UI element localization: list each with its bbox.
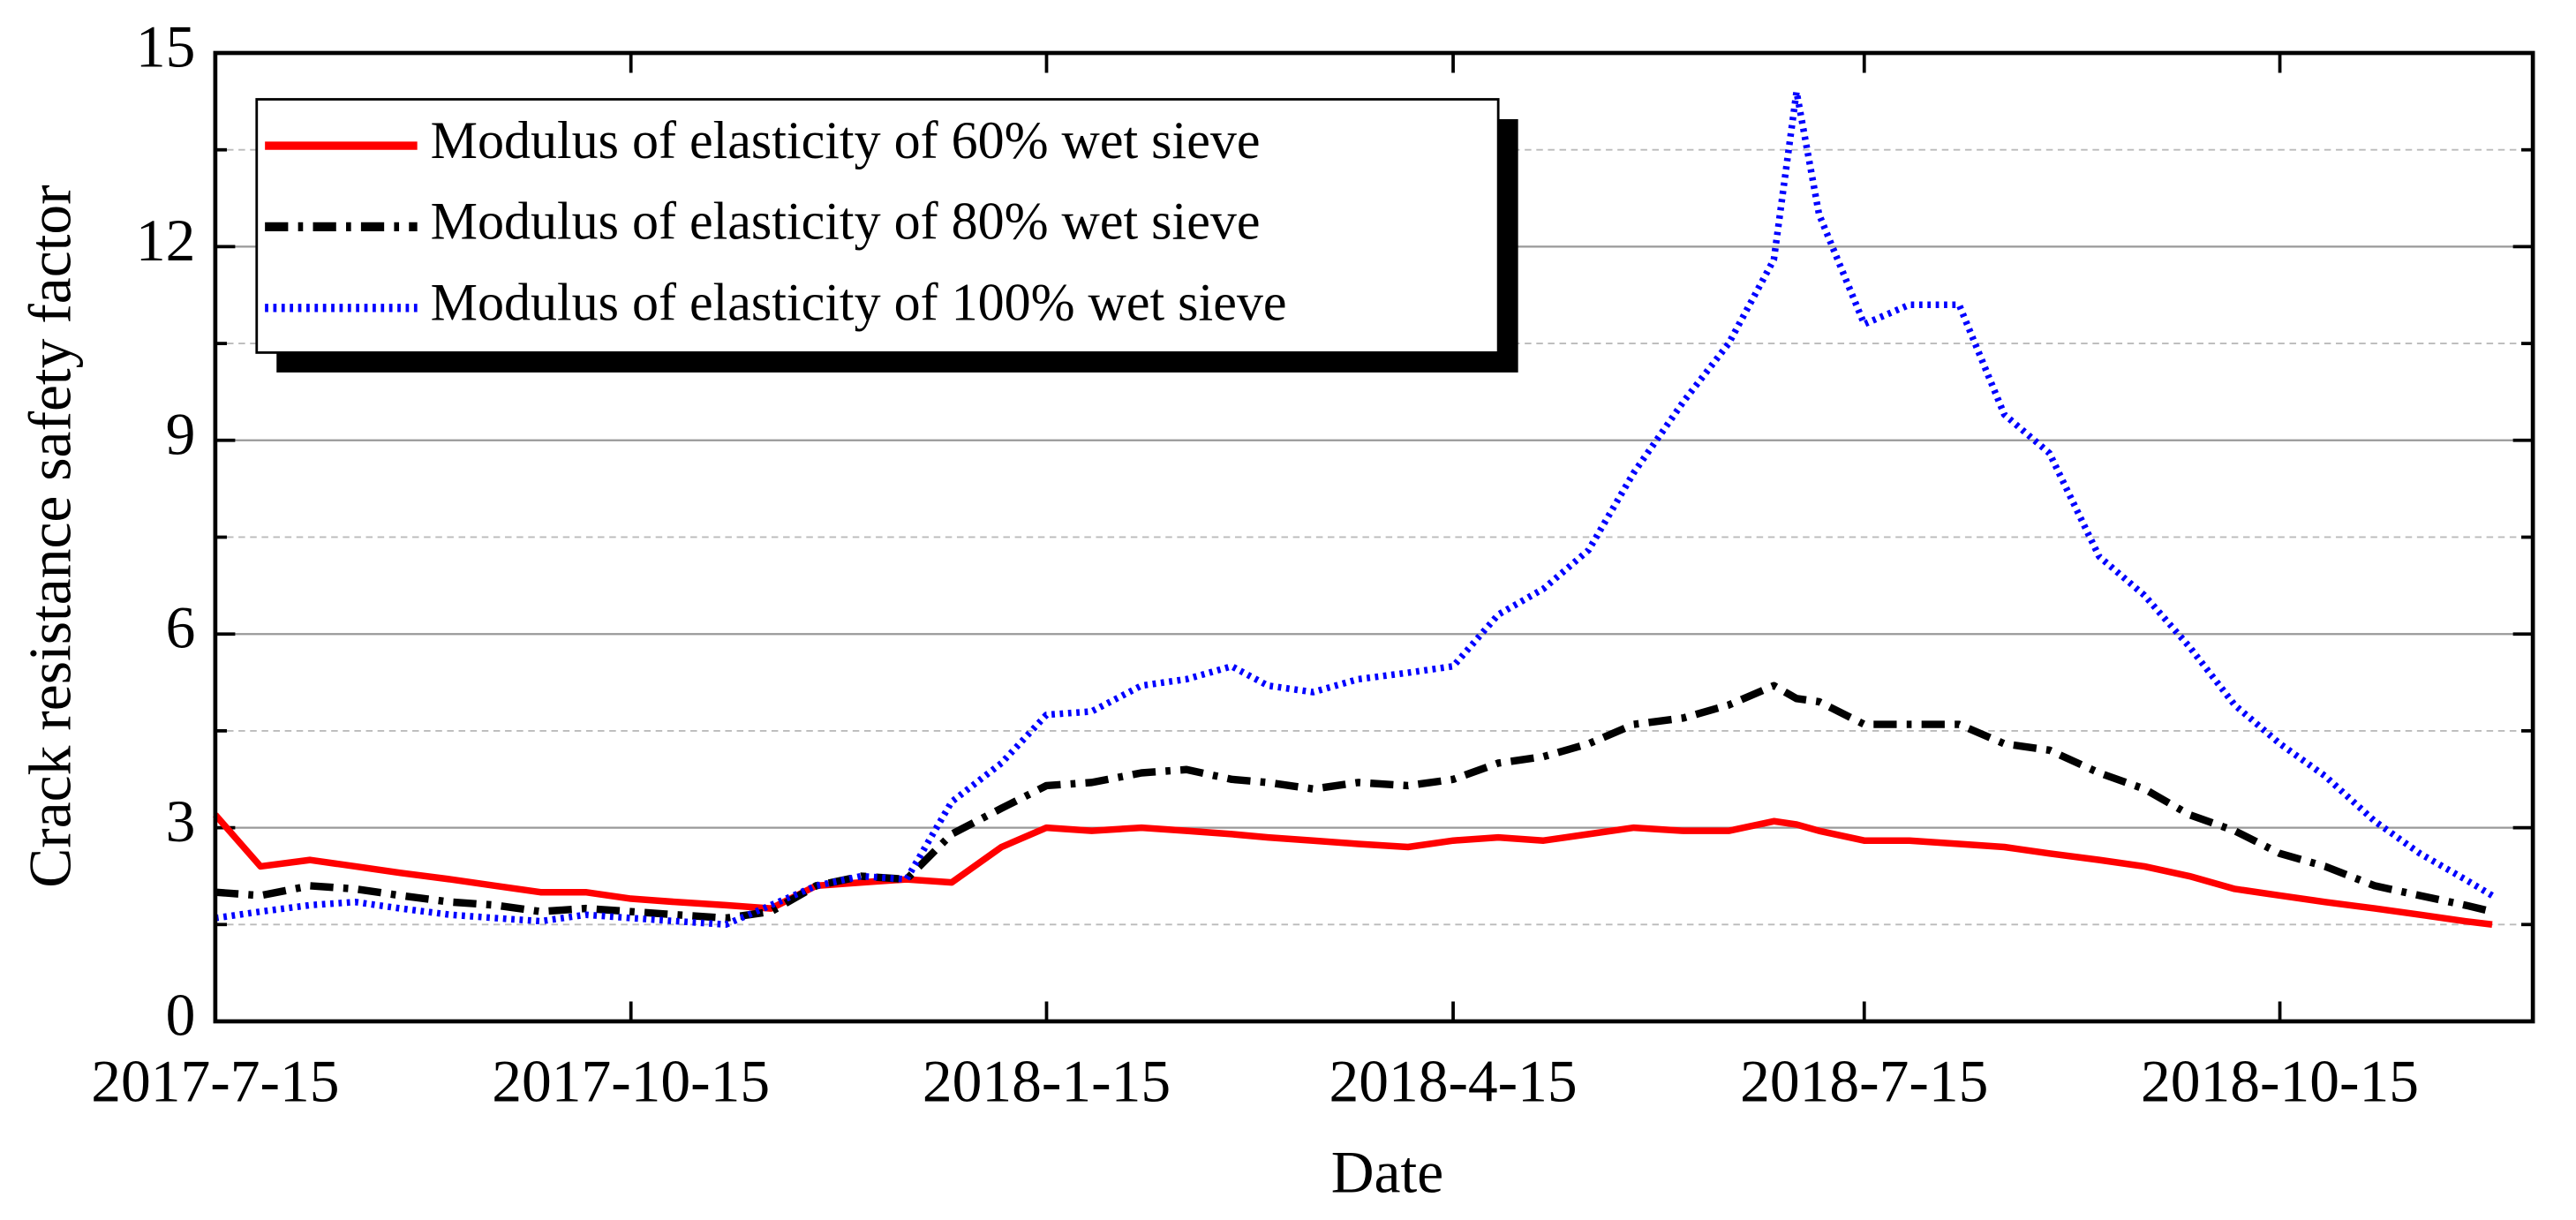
series-line xyxy=(215,682,2493,923)
y-tick-label: 6 xyxy=(166,595,196,661)
x-tick-label: 2017-7-15 xyxy=(91,1048,339,1114)
y-tick-label: 9 xyxy=(166,401,196,467)
plot-frame xyxy=(213,50,2535,1024)
x-tick-label: 2018-4-15 xyxy=(1329,1048,1577,1114)
x-tick-label: 2018-7-15 xyxy=(1740,1048,1988,1114)
y-tick-label: 12 xyxy=(136,207,196,274)
series-line xyxy=(213,812,2493,929)
legend-label: Modulus of elasticity of 60% wet sieve xyxy=(431,111,1261,169)
legend-label: Modulus of elasticity of 80% wet sieve xyxy=(431,192,1261,251)
legend-label: Modulus of elasticity of 100% wet sieve xyxy=(431,274,1287,332)
x-tick-label: 2018-1-15 xyxy=(923,1048,1171,1114)
y-tick-label: 3 xyxy=(166,788,196,855)
x-axis-label: Date xyxy=(1331,1140,1443,1206)
y-tick-label: 15 xyxy=(136,13,196,79)
x-tick-label: 2017-10-15 xyxy=(492,1048,770,1114)
legend-box xyxy=(255,98,1500,354)
x-tick-label: 2018-10-15 xyxy=(2141,1048,2419,1114)
y-tick-label: 0 xyxy=(166,982,196,1048)
y-axis-label: Crack resistance safety factor xyxy=(17,185,83,887)
